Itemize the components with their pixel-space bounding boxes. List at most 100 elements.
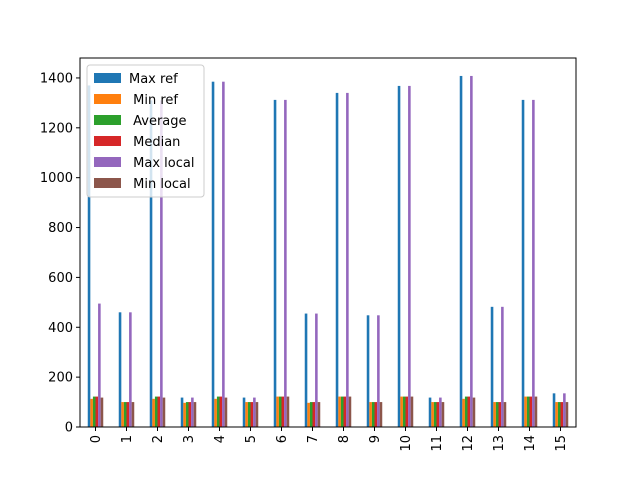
x-tick-label: 0	[89, 435, 104, 443]
y-tick-label: 1000	[40, 171, 73, 186]
bar-series-3-cat-0	[95, 396, 99, 427]
bar-series-1-cat-12	[462, 398, 465, 427]
bar-series-5-cat-0	[100, 397, 104, 427]
bar-series-5-cat-10	[410, 396, 414, 427]
bar-series-4-cat-14	[532, 99, 535, 427]
bar-series-2-cat-0	[92, 396, 96, 427]
bar-series-1-cat-14	[524, 396, 527, 427]
bar-series-3-cat-2	[157, 396, 161, 427]
y-axis: 0 200 400 600 800 1000 1200 1400	[40, 71, 80, 436]
x-tick-label: 5	[244, 435, 259, 443]
bar-series-4-cat-3	[191, 397, 194, 427]
bar-series-0-cat-9	[366, 315, 370, 427]
bar-series-0-cat-7	[304, 313, 308, 427]
bar-series-0-cat-10	[397, 85, 401, 428]
x-tick-label: 10	[399, 435, 414, 452]
legend-swatch	[94, 157, 121, 167]
bar-series-0-cat-1	[118, 312, 122, 427]
bar-series-1-cat-11	[431, 402, 434, 427]
legend-label: Average	[129, 114, 187, 129]
bar-series-2-cat-2	[154, 396, 158, 427]
legend-label: Max local	[129, 156, 194, 171]
bar-series-4-cat-12	[470, 75, 473, 427]
bar-series-5-cat-1	[131, 402, 135, 427]
bar-series-4-cat-7	[315, 313, 318, 427]
y-tick-label: 600	[48, 271, 73, 286]
bars-group	[87, 75, 569, 428]
bar-series-5-cat-3	[193, 402, 197, 427]
y-tick-label: 400	[48, 321, 73, 336]
bar-series-5-cat-7	[317, 402, 321, 427]
bar-series-2-cat-10	[402, 396, 406, 427]
x-tick-label: 13	[492, 435, 507, 452]
bar-series-4-cat-8	[346, 92, 349, 427]
bar-series-2-cat-6	[278, 396, 282, 427]
bar-series-5-cat-5	[255, 402, 259, 427]
bar-series-4-cat-1	[129, 312, 132, 427]
bar-series-2-cat-9	[371, 402, 375, 427]
bar-series-1-cat-3	[183, 402, 186, 427]
bar-series-0-cat-15	[552, 393, 556, 427]
bar-series-0-cat-8	[335, 92, 339, 427]
bar-series-3-cat-6	[281, 396, 285, 427]
bar-series-1-cat-2	[152, 398, 155, 427]
bar-series-0-cat-14	[521, 99, 525, 427]
bar-series-2-cat-4	[216, 396, 220, 427]
bar-series-0-cat-12	[459, 75, 463, 427]
bar-series-4-cat-13	[501, 306, 504, 427]
bar-series-3-cat-11	[436, 402, 440, 427]
bar-series-1-cat-13	[493, 402, 496, 427]
x-tick-label: 15	[554, 435, 569, 452]
bar-series-5-cat-14	[534, 396, 538, 427]
bar-series-5-cat-11	[441, 402, 445, 427]
bar-series-3-cat-13	[498, 402, 502, 427]
bar-series-0-cat-4	[211, 81, 215, 427]
bar-series-4-cat-11	[439, 397, 442, 427]
x-tick-label: 8	[337, 435, 352, 443]
x-tick-label: 12	[461, 435, 476, 452]
y-tick-label: 0	[65, 421, 73, 436]
bar-series-3-cat-14	[529, 396, 533, 427]
bar-series-0-cat-11	[428, 397, 432, 427]
bar-series-3-cat-9	[374, 402, 378, 427]
bar-series-2-cat-13	[495, 402, 499, 427]
bar-series-4-cat-10	[408, 85, 411, 428]
legend-swatch	[94, 136, 121, 146]
bar-series-5-cat-8	[348, 396, 352, 427]
y-tick-label: 200	[48, 371, 73, 386]
bar-series-1-cat-6	[276, 396, 279, 427]
bar-series-1-cat-1	[121, 402, 124, 427]
bar-series-5-cat-13	[503, 402, 507, 427]
bar-series-5-cat-9	[379, 402, 383, 427]
x-tick-label: 1	[120, 435, 135, 443]
bar-series-5-cat-2	[162, 397, 166, 427]
bar-series-4-cat-4	[222, 81, 225, 427]
bar-series-5-cat-6	[286, 396, 290, 427]
bar-series-2-cat-3	[185, 402, 189, 427]
bar-series-2-cat-5	[247, 402, 251, 427]
legend-swatch	[94, 178, 121, 188]
x-tick-label: 11	[430, 435, 445, 452]
bar-series-5-cat-12	[472, 397, 476, 427]
plot-frame	[79, 57, 577, 428]
legend-label: Min ref	[129, 93, 178, 108]
bar-series-4-cat-2	[160, 100, 163, 427]
legend-label: Max ref	[129, 72, 178, 87]
bar-series-3-cat-7	[312, 402, 316, 427]
bar-series-0-cat-13	[490, 306, 494, 427]
bar-series-2-cat-14	[526, 396, 530, 427]
bar-series-0-cat-3	[180, 397, 184, 427]
bar-series-2-cat-7	[309, 402, 313, 427]
bar-series-0-cat-5	[242, 397, 246, 427]
bar-series-4-cat-6	[284, 99, 287, 427]
x-tick-label: 4	[213, 435, 228, 443]
bar-series-2-cat-8	[340, 396, 344, 427]
x-tick-label: 3	[182, 435, 197, 443]
bar-series-0-cat-2	[149, 100, 153, 427]
x-tick-label: 7	[306, 435, 321, 443]
legend-label: Median	[129, 135, 180, 150]
bar-series-4-cat-0	[98, 303, 101, 427]
bar-series-3-cat-8	[343, 396, 347, 427]
bar-series-1-cat-7	[307, 402, 310, 427]
